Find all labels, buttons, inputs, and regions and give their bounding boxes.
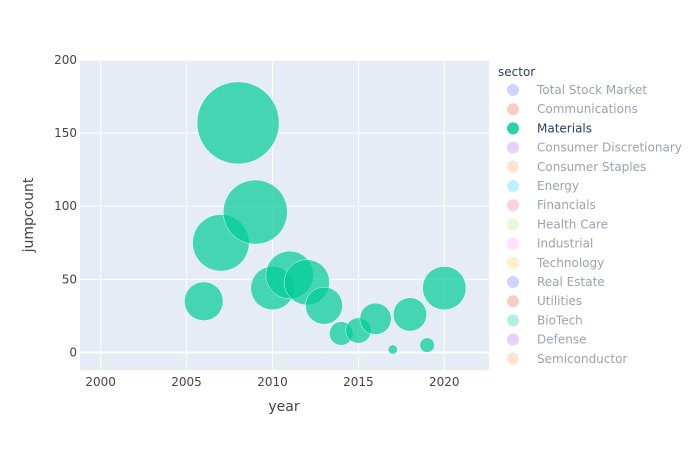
legend: Total Stock Market Communications Material… [507,83,682,366]
legend-label: Health Care [537,217,608,231]
legend-label: Real Estate [537,275,605,289]
legend-marker [507,314,519,327]
x-tick-label: 2015 [343,375,374,389]
y-tick-label: 200 [54,53,77,67]
legend-item[interactable]: Defense [507,333,586,347]
y-axis-title: jumpcount [21,177,37,253]
x-tick-labels: 2000 2005 2010 2015 2020 [85,375,459,389]
legend-label: Utilities [537,294,582,308]
legend-marker [507,256,519,269]
bubble-point[interactable] [422,266,467,311]
legend-marker [507,103,519,116]
bubble-point[interactable] [222,179,288,245]
y-tick-label: 0 [69,345,77,359]
legend-marker [507,84,519,96]
legend-marker [507,199,519,212]
legend-label: Consumer Staples [537,160,646,174]
bubble-point[interactable] [184,281,224,321]
legend-marker [507,218,519,231]
legend-item[interactable]: Materials [507,121,592,135]
legend-label: Industrial [537,237,593,251]
legend-label: Defense [537,333,586,347]
legend-item[interactable]: Total Stock Market [507,83,647,97]
legend-marker [507,160,519,173]
legend-item[interactable]: Financials [507,198,596,212]
legend-item[interactable]: Energy [507,179,579,193]
bubble-point[interactable] [393,297,427,332]
legend-label: BioTech [537,313,583,327]
legend-item[interactable]: Industrial [507,237,593,251]
bubble-point[interactable] [387,344,398,355]
legend-label: Materials [537,121,592,135]
legend-marker [507,333,519,346]
bubble-point[interactable] [305,286,343,325]
legend-item[interactable]: Utilities [507,294,582,308]
legend-item[interactable]: Real Estate [507,275,605,289]
legend-marker [507,141,519,154]
y-tick-label: 150 [54,126,77,140]
y-tick-labels: 0 50 100 150 200 [54,53,77,359]
bubble-point[interactable] [196,81,280,165]
legend-label: Technology [536,256,604,270]
legend-label: Total Stock Market [536,83,647,97]
x-tick-label: 2010 [257,375,288,389]
legend-label: Semiconductor [537,352,627,366]
legend-item[interactable]: Health Care [507,217,608,231]
legend-label: Communications [537,102,638,116]
legend-label: Consumer Discretionary [537,141,682,155]
legend-item[interactable]: Communications [507,102,638,116]
legend-marker [507,276,519,288]
x-axis-title: year [268,399,299,415]
legend-title: sector [498,65,535,79]
legend-marker [507,122,519,135]
legend-marker [507,352,519,365]
legend-marker [507,295,519,308]
legend-item[interactable]: Semiconductor [507,352,627,366]
legend-item[interactable]: Consumer Discretionary [507,141,682,155]
legend-marker [507,237,519,250]
x-tick-label: 2020 [429,375,460,389]
y-tick-label: 100 [54,199,77,213]
legend-item[interactable]: Technology [507,256,604,270]
legend-item[interactable]: Consumer Staples [507,160,646,174]
bubble-layer [184,81,467,355]
bubble-point[interactable] [359,302,392,335]
y-tick-label: 50 [62,272,77,286]
y-grid [80,59,489,354]
legend-label: Energy [537,179,579,193]
legend-label: Financials [537,198,596,212]
x-tick-label: 2000 [85,375,116,389]
x-tick-label: 2005 [171,375,202,389]
legend-marker [507,180,519,192]
bubble-point[interactable] [419,337,435,353]
legend-item[interactable]: BioTech [507,313,583,327]
